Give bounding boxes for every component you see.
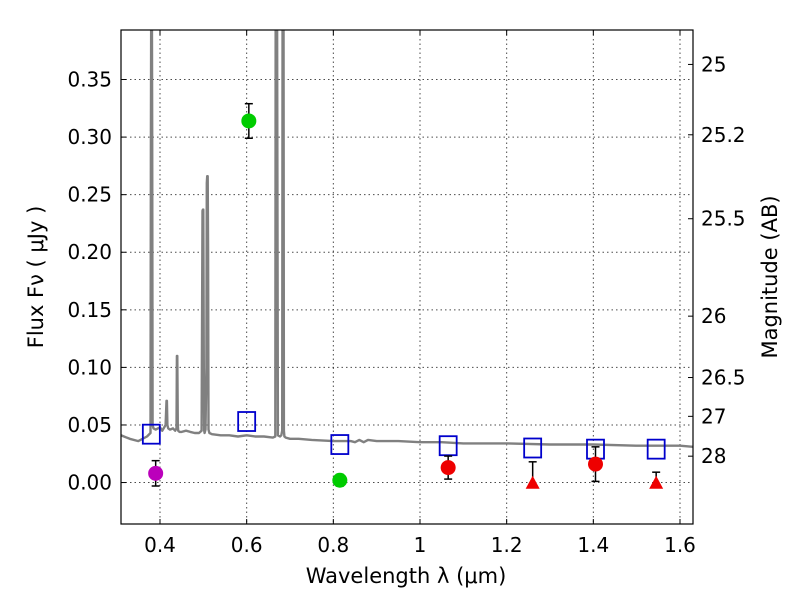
observed-point (148, 465, 164, 481)
x-tick-label: 0.8 (317, 533, 349, 557)
model-photometry-square (237, 411, 257, 432)
observed-point (588, 456, 603, 472)
observed-point (241, 113, 257, 129)
grid (121, 30, 693, 524)
x-tick-label: 0.4 (144, 533, 176, 557)
x-tick-label: 0.6 (231, 533, 263, 557)
plot-area (121, 30, 693, 489)
model-photometry-square (330, 434, 350, 455)
y-axis-title: Flux Fν ( μJy ) (24, 206, 48, 349)
model-photometry-square (438, 435, 458, 457)
right-tick-label: 25.2 (701, 123, 746, 147)
right-tick-label: 25.5 (701, 207, 746, 231)
y-tick-label: 0.05 (67, 413, 112, 437)
right-tick-label: 25 (701, 52, 726, 76)
upper-limit-triangle (649, 475, 664, 489)
right-tick-label: 26.5 (701, 366, 746, 390)
y-tick-label: 0.30 (67, 125, 112, 149)
right-tick-label: 26 (701, 304, 726, 328)
plot-frame (120, 29, 694, 525)
model-photometry-square (141, 423, 161, 445)
model-photometry-square (646, 438, 666, 460)
x-tick-label: 1 (414, 533, 427, 557)
right-tick-label: 28 (701, 444, 726, 468)
upper-limit-triangle (525, 475, 540, 489)
right-axis-title: Magnitude (AB) (758, 195, 782, 358)
y-tick-label: 0.20 (67, 240, 112, 264)
right-tick-label: 27 (701, 404, 726, 428)
axes: 0.4 0.6 0.8 1 1.2 1.4 1.6 0.00 0.05 0.10 0.15 0.20 0… (67, 30, 746, 557)
observed-point (332, 472, 348, 488)
y-tick-label: 0.25 (67, 183, 112, 207)
y-tick-label: 0.15 (67, 298, 112, 322)
model-photometry-square (523, 437, 543, 459)
x-tick-label: 1.4 (577, 533, 609, 557)
observed-point (440, 460, 456, 476)
y-tick-label: 0.35 (67, 68, 112, 92)
x-tick-label: 1.6 (664, 533, 696, 557)
y-tick-label: 0.00 (67, 471, 112, 495)
y-tick-label: 0.10 (67, 355, 112, 379)
x-axis-title: Wavelength λ (μm) (306, 564, 507, 588)
x-tick-label: 1.2 (491, 533, 523, 557)
